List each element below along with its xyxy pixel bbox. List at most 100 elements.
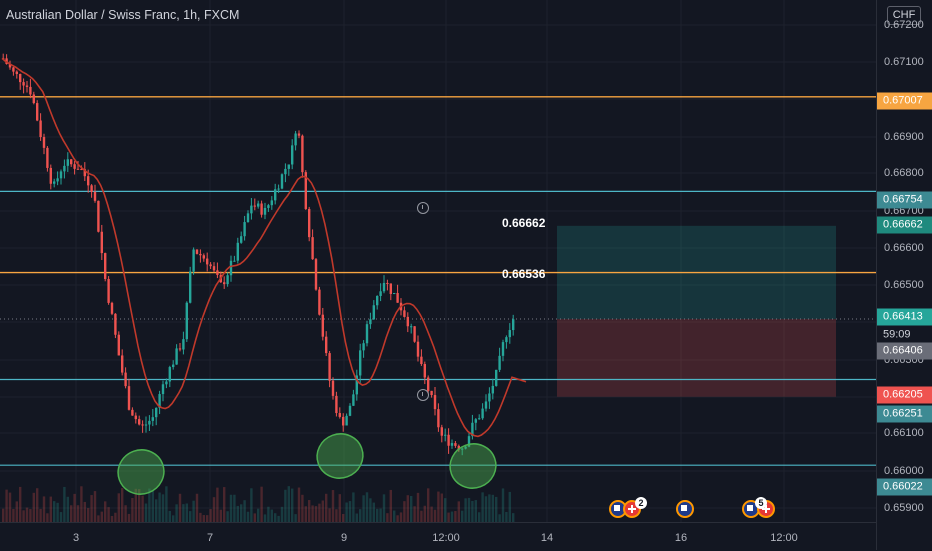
- volume-bar: [280, 506, 284, 522]
- volume-bar: [5, 489, 8, 522]
- candle-body: [413, 326, 416, 342]
- candle-body: [362, 343, 365, 351]
- volume-bar: [49, 496, 52, 522]
- volume-bar: [70, 505, 73, 522]
- volume-bar: [365, 492, 369, 522]
- volume-bar: [56, 502, 59, 522]
- highlight-ellipses[interactable]: [112, 427, 502, 500]
- candle-body: [8, 63, 12, 68]
- au-flag-icon: [614, 505, 620, 511]
- price-tick: 0.66900: [884, 131, 924, 143]
- last-price-badge: 0.66413: [877, 308, 932, 326]
- candle-body: [117, 334, 120, 356]
- candle-body: [294, 133, 297, 146]
- candle-body: [403, 310, 406, 317]
- alarm-clock-icon[interactable]: [417, 202, 429, 214]
- symbol-title[interactable]: Australian Dollar / Swiss Franc, 1h, FXC…: [6, 8, 240, 22]
- stop-price-badge[interactable]: 0.66205: [877, 386, 932, 404]
- candle-body: [93, 191, 97, 201]
- volume-bar: [236, 505, 239, 522]
- candle-body: [423, 364, 426, 378]
- volume-bar: [161, 494, 165, 522]
- candle-body: [280, 174, 284, 189]
- candle-body: [206, 258, 209, 265]
- volume-bar: [107, 507, 110, 522]
- volume-bar: [308, 500, 311, 522]
- candle-body: [430, 390, 433, 396]
- candle-body: [389, 283, 392, 294]
- volume-bar: [454, 511, 457, 522]
- candle-body: [15, 71, 18, 74]
- candle-body: [192, 249, 195, 272]
- candle-body: [49, 167, 52, 184]
- volume-bar: [362, 495, 365, 522]
- price-chart[interactable]: [0, 0, 876, 522]
- level-price-badge[interactable]: 0.67007: [877, 92, 932, 110]
- candle-body: [348, 405, 352, 416]
- volume-bar: [53, 501, 56, 522]
- candle-body: [97, 200, 100, 232]
- candle-body: [151, 417, 154, 421]
- candle-body: [161, 384, 165, 395]
- level-price-badge[interactable]: 0.66754: [877, 191, 932, 209]
- volume-bar: [331, 490, 335, 522]
- chart-pane[interactable]: Australian Dollar / Swiss Franc, 1h, FXC…: [0, 0, 876, 522]
- candle-body: [427, 377, 430, 391]
- candle-body: [155, 407, 158, 418]
- candle-body: [243, 222, 246, 237]
- volume-bar: [195, 493, 199, 522]
- volume-bar: [182, 504, 185, 522]
- candle-body: [158, 394, 161, 408]
- time-axis[interactable]: [0, 522, 876, 551]
- price-tick: 0.66800: [884, 167, 924, 179]
- volume-bar: [219, 509, 222, 522]
- candle-body: [481, 408, 484, 419]
- candle-body: [359, 350, 362, 376]
- volume-bar: [114, 512, 117, 522]
- volume-bar: [80, 486, 83, 522]
- volume-bar: [495, 496, 498, 522]
- candle-body: [29, 86, 32, 95]
- price-tick: 0.66100: [884, 427, 924, 439]
- volume-bar: [430, 506, 433, 522]
- volume-bar: [440, 493, 443, 522]
- candle-body: [189, 271, 192, 303]
- volume-bar: [233, 494, 236, 522]
- volume-bar: [223, 487, 226, 522]
- volume-bar: [389, 489, 392, 522]
- volume-bar: [148, 488, 151, 522]
- candle-body: [406, 316, 409, 327]
- volume-bar: [253, 513, 256, 522]
- price-tick: 0.65900: [884, 502, 924, 514]
- candle-body: [311, 237, 314, 260]
- volume-bar: [22, 510, 25, 522]
- highlight-ellipse: [316, 433, 364, 479]
- economic-event-au[interactable]: [676, 500, 694, 518]
- alarm-clock-icon[interactable]: [417, 389, 429, 401]
- volume-bar: [42, 496, 46, 522]
- candle-body: [104, 253, 107, 279]
- price-axis[interactable]: [876, 0, 932, 550]
- candlesticks: [2, 53, 515, 456]
- volume-bar: [260, 486, 263, 522]
- candle-body: [19, 73, 22, 83]
- time-label: 12:00: [432, 532, 460, 544]
- volume-bar: [90, 495, 93, 522]
- volume-bar: [189, 511, 192, 522]
- candle-body: [263, 207, 267, 215]
- volume-bar: [32, 492, 35, 522]
- volume-bar: [301, 494, 304, 522]
- target-price-badge[interactable]: 0.66662: [877, 216, 932, 234]
- volume-bar: [372, 502, 375, 522]
- moving-average-line: [1, 57, 527, 438]
- time-label: 16: [674, 532, 688, 544]
- volume-bar: [185, 503, 188, 522]
- candle-body: [505, 337, 508, 343]
- volume-bar: [467, 497, 471, 522]
- level-price-badge[interactable]: 0.66022: [877, 478, 932, 496]
- candle-body: [32, 94, 35, 104]
- volume-bar: [396, 515, 399, 522]
- currency-button[interactable]: CHF: [887, 6, 921, 25]
- volume-bar: [471, 500, 474, 522]
- level-price-badge[interactable]: 0.66251: [877, 405, 932, 423]
